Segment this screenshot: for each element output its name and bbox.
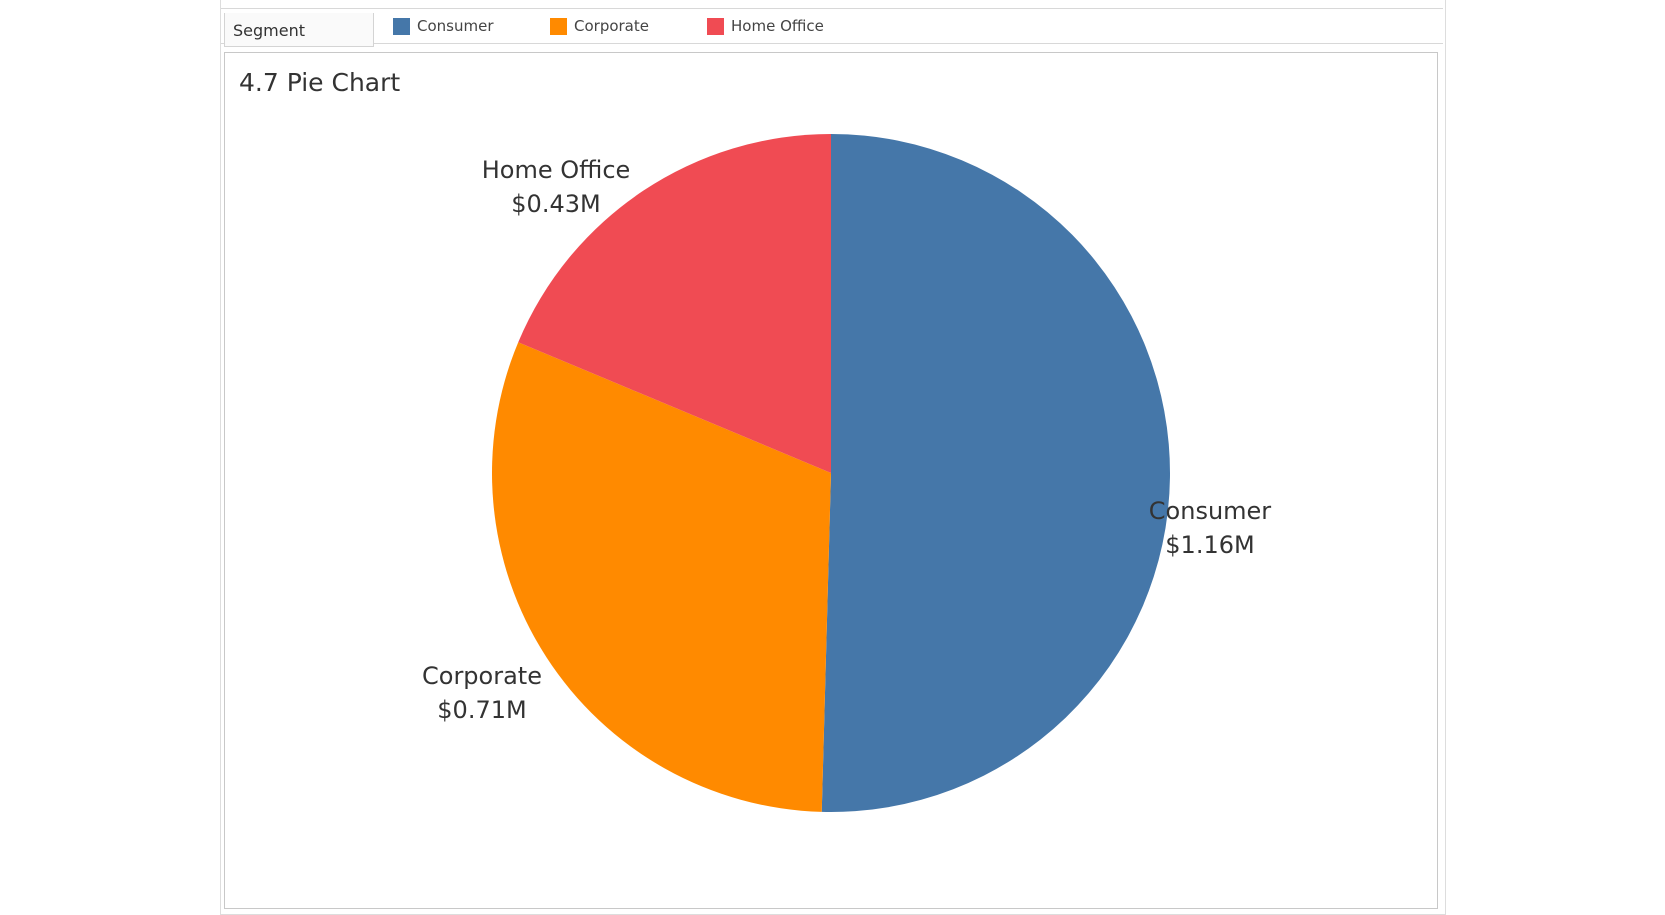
pie-slice-home-office[interactable] (518, 134, 831, 473)
slice-label-name-consumer: Consumer (1149, 497, 1272, 525)
slice-label-value-home-office: $0.43M (511, 190, 600, 218)
legend-title: Segment (224, 13, 374, 47)
chart-panel: 4.7 Pie Chart Consumer $1.16M Corporate $0.… (224, 52, 1438, 909)
legend-bar: Segment Consumer Corporate Home Office (221, 8, 1443, 47)
chart-title: 4.7 Pie Chart (239, 68, 401, 97)
legend-label-consumer: Consumer (417, 17, 494, 35)
legend-swatch-corporate (550, 18, 567, 35)
pie-chart: Consumer $1.16M Corporate $0.71M Home Office… (422, 134, 1272, 812)
legend-swatch-consumer (393, 18, 410, 35)
pie-slice-corporate[interactable] (492, 342, 831, 812)
legend-swatch-home-office (707, 18, 724, 35)
slice-label-value-consumer: $1.16M (1165, 531, 1254, 559)
pie-slice-consumer[interactable] (821, 134, 1170, 812)
legend-label-corporate: Corporate (574, 17, 649, 35)
slice-label-name-home-office: Home Office (482, 156, 631, 184)
slice-label-value-corporate: $0.71M (437, 696, 526, 724)
legend-label-home-office: Home Office (731, 17, 824, 35)
slice-label-name-corporate: Corporate (422, 662, 542, 690)
